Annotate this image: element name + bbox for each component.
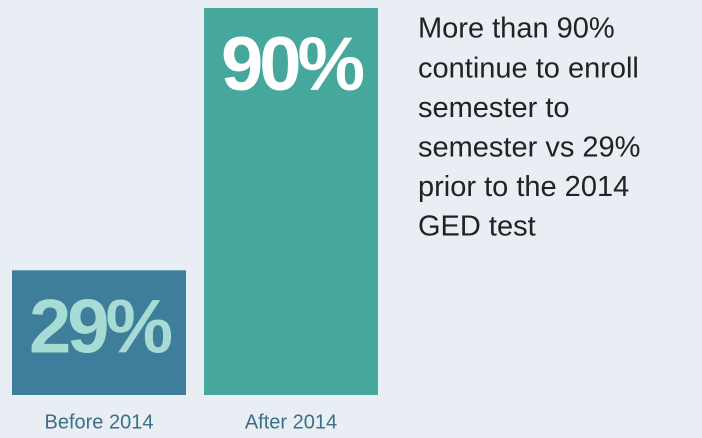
- bar: [12, 270, 186, 395]
- annotation: continue to enroll: [418, 52, 639, 84]
- value-label: 29%: [29, 284, 172, 369]
- annotation: semester to: [418, 92, 570, 124]
- bar: [204, 8, 378, 395]
- x-tick-label: After 2014: [245, 411, 337, 433]
- annotation: semester vs 29%: [418, 131, 640, 163]
- x-tick-label: Before 2014: [45, 411, 154, 433]
- annotation: GED test: [418, 211, 536, 243]
- value-label: 90%: [221, 22, 364, 107]
- annotation: prior to the 2014: [418, 171, 629, 203]
- annotation: More than 90%: [418, 13, 615, 45]
